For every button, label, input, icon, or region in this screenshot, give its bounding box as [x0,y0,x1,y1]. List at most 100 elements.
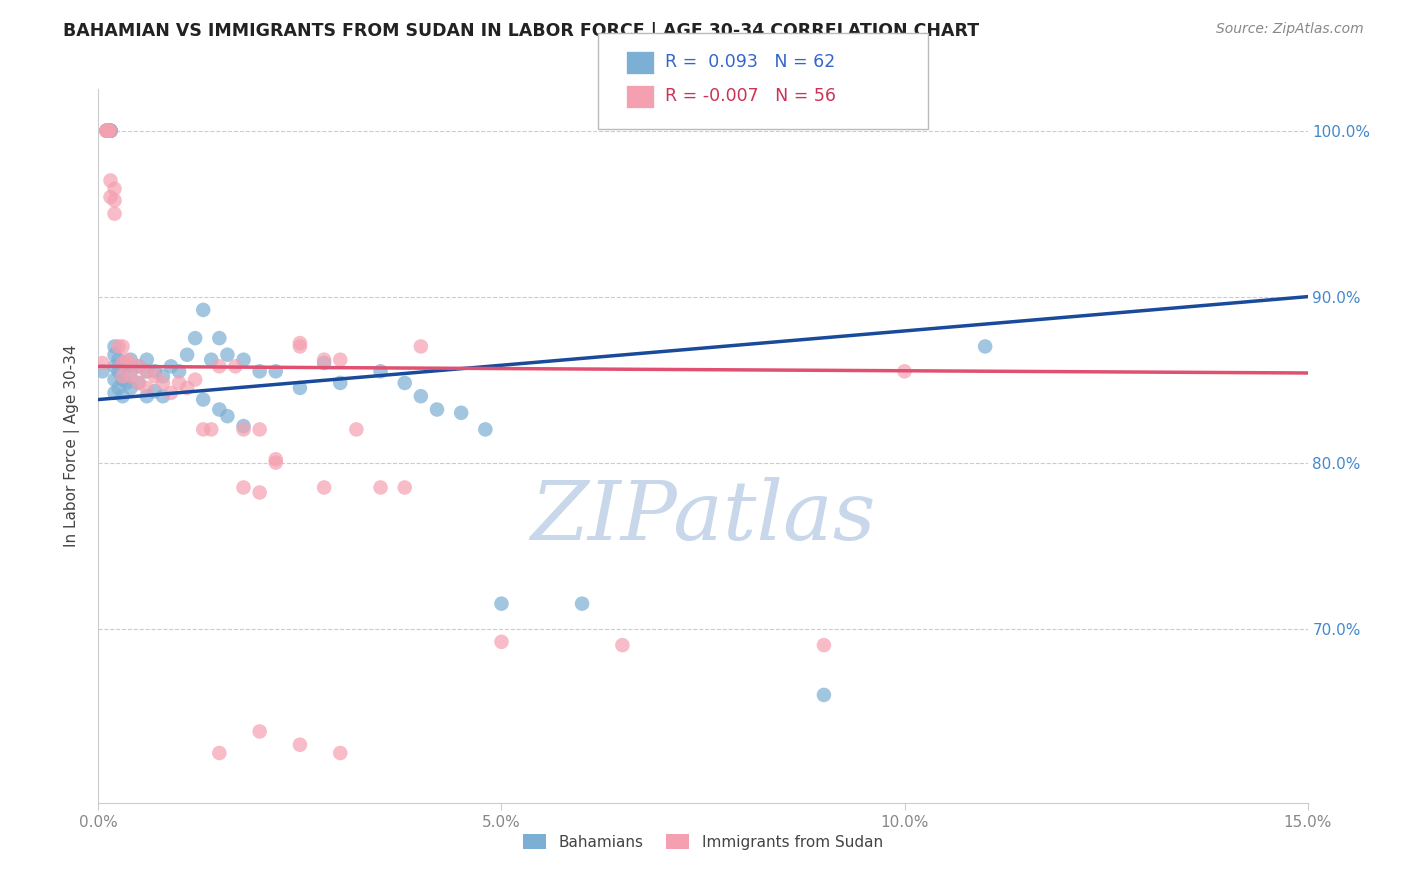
Point [97,124,120,138]
Point [813,638,835,652]
Point [314,352,336,367]
Point [128,376,150,390]
Point [152,389,174,403]
Point [97,124,120,138]
Point [491,635,513,649]
Point [409,339,432,353]
Point [217,348,239,362]
Point [426,402,449,417]
Point [107,339,129,353]
Point [344,422,367,436]
Point [115,376,138,390]
Point [135,352,157,367]
Legend: Bahamians, Immigrants from Sudan: Bahamians, Immigrants from Sudan [517,828,889,855]
Point [103,385,125,400]
Point [91,356,114,370]
Point [394,376,416,390]
Point [160,359,183,374]
Point [193,302,215,317]
Point [224,359,246,374]
Point [120,369,142,384]
Point [107,381,129,395]
Y-axis label: In Labor Force | Age 30-34: In Labor Force | Age 30-34 [63,344,80,548]
Point [612,638,634,652]
Text: ZIPatlas: ZIPatlas [530,477,876,558]
Point [96,124,118,138]
Point [97,124,120,138]
Point [91,364,114,378]
Point [329,746,352,760]
Point [450,406,472,420]
Point [193,392,215,407]
Point [167,364,190,378]
Point [329,376,352,390]
Point [208,331,231,345]
Point [264,452,287,467]
Point [813,688,835,702]
Point [249,422,271,436]
Point [120,381,142,395]
Point [115,352,138,367]
Point [135,364,157,378]
Point [314,481,336,495]
Text: R =  0.093   N = 62: R = 0.093 N = 62 [665,54,835,71]
Point [409,389,432,403]
Point [96,124,118,138]
Point [135,389,157,403]
Point [370,364,392,378]
Point [103,339,125,353]
Text: R = -0.007   N = 56: R = -0.007 N = 56 [665,87,837,105]
Point [111,339,134,353]
Point [143,369,166,384]
Point [208,359,231,374]
Point [143,364,166,378]
Point [96,124,118,138]
Point [100,190,122,204]
Point [103,207,125,221]
Point [232,419,254,434]
Point [96,124,118,138]
Point [120,356,142,370]
Point [394,481,416,495]
Point [135,364,157,378]
Point [208,402,231,417]
Point [103,373,125,387]
Point [370,481,392,495]
Point [217,409,239,424]
Point [111,373,134,387]
Point [200,422,222,436]
Point [100,124,122,138]
Point [103,348,125,362]
Point [314,356,336,370]
Point [288,339,311,353]
Point [160,385,183,400]
Point [135,381,157,395]
Point [111,389,134,403]
Point [249,364,271,378]
Point [176,381,198,395]
Point [167,376,190,390]
Point [184,373,207,387]
Point [100,124,122,138]
Point [474,422,496,436]
Point [128,376,150,390]
Point [232,481,254,495]
Point [120,364,142,378]
Point [128,359,150,374]
Point [100,124,122,138]
Point [103,182,125,196]
Point [184,331,207,345]
Text: Source: ZipAtlas.com: Source: ZipAtlas.com [1216,22,1364,37]
Point [264,364,287,378]
Point [111,369,134,384]
Point [96,124,118,138]
Point [100,124,122,138]
Point [974,339,997,353]
Point [288,738,311,752]
Point [249,485,271,500]
Point [128,359,150,374]
Point [329,352,352,367]
Point [176,348,198,362]
Point [100,173,122,187]
Point [97,124,120,138]
